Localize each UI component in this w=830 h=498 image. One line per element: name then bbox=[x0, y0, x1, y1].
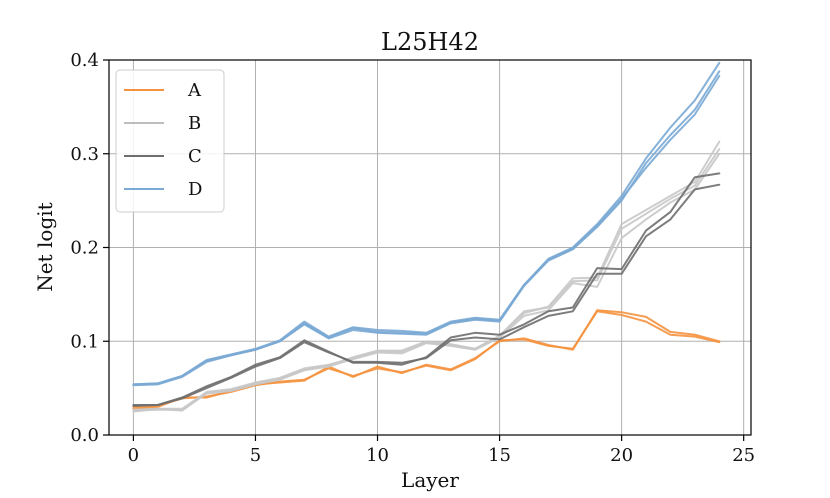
y-axis-label: Net logit bbox=[33, 202, 57, 291]
series-line-c bbox=[132, 183, 721, 407]
series-line-d bbox=[132, 74, 721, 386]
x-tick-label: 0 bbox=[128, 445, 139, 466]
y-tick-label: 0.2 bbox=[70, 238, 99, 259]
axis-ticks: 0 5 10 15 20 25 0.0 0.1 0.2 0.3 0.4 bbox=[70, 50, 755, 466]
x-axis-label: Layer bbox=[401, 468, 459, 492]
legend-box bbox=[115, 69, 225, 213]
series-lines bbox=[132, 61, 721, 413]
legend-label-d: D bbox=[188, 179, 202, 200]
y-tick-label: 0.0 bbox=[70, 425, 99, 446]
legend-label-b: B bbox=[188, 113, 201, 134]
x-tick-label: 5 bbox=[250, 445, 261, 466]
y-tick-label: 0.4 bbox=[70, 50, 99, 71]
x-tick-label: 20 bbox=[610, 445, 633, 466]
y-tick-label: 0.1 bbox=[70, 331, 99, 352]
x-tick-label: 10 bbox=[366, 445, 389, 466]
x-tick-label: 15 bbox=[488, 445, 511, 466]
legend-label-c: C bbox=[188, 146, 202, 167]
legend-label-a: A bbox=[187, 80, 202, 101]
y-tick-label: 0.3 bbox=[70, 144, 99, 165]
series-line-b bbox=[132, 148, 721, 411]
chart-title: L25H42 bbox=[381, 28, 479, 56]
x-tick-label: 25 bbox=[732, 445, 755, 466]
